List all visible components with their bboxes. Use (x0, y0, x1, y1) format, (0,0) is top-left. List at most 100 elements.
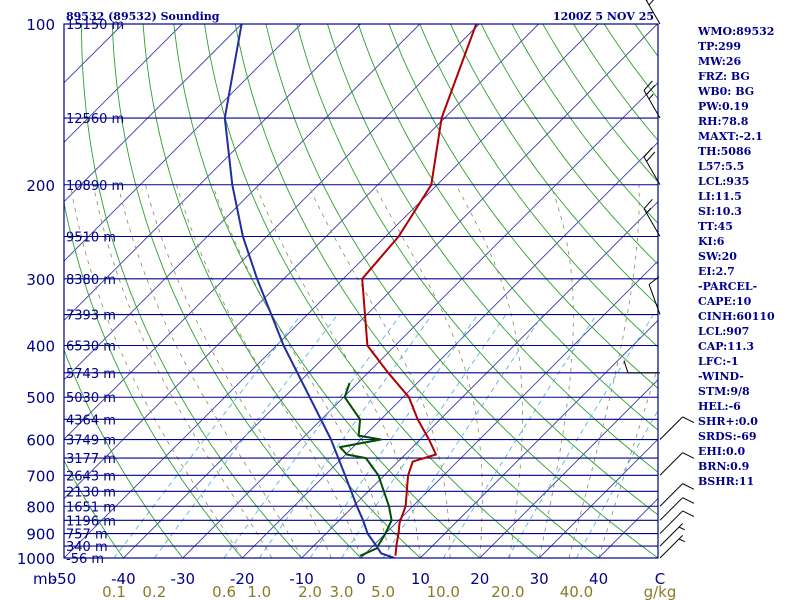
isotherm-line (64, 24, 242, 203)
wind-barb-flag (643, 80, 653, 91)
mixing-ratio-label: 0.1 (102, 583, 126, 600)
mixing-ratio-label: 20.0 (491, 583, 524, 600)
wind-barb-staff (659, 452, 683, 476)
index-item: WB0: BG (698, 85, 755, 98)
mixing-ratio-line (258, 314, 433, 558)
height-label: 8380 m (66, 273, 116, 288)
mixing-ratio-line (309, 314, 479, 558)
index-item: LCL:907 (698, 325, 750, 338)
index-item: SRDS:-69 (698, 430, 757, 443)
wind-barb-staff (659, 523, 683, 547)
height-label: 1196 m (66, 514, 116, 529)
mixing-ratio-label: 5.0 (371, 583, 395, 600)
index-item: LFC:-1 (698, 355, 739, 368)
moist-adiabat-line (176, 184, 362, 558)
height-label: 3177 m (66, 452, 116, 467)
mixing-ratio-label: 2.0 (298, 583, 322, 600)
index-item: L57:5.5 (698, 160, 745, 173)
wind-barb-staff (648, 284, 661, 315)
wind-barb (645, 0, 661, 25)
index-item: PW:0.19 (698, 100, 749, 113)
mixing-ratio-label: 0.2 (142, 583, 166, 600)
height-label: 5030 m (66, 391, 116, 406)
wind-barb (648, 276, 661, 315)
wind-barb-staff (643, 156, 661, 186)
wind-barb-flag (682, 497, 695, 504)
index-item: -WIND- (698, 370, 744, 383)
wind-barb-flag (643, 198, 653, 210)
height-label: 10890 m (66, 179, 124, 194)
moist-adiabat-line (70, 184, 243, 558)
moist-adiabat-line (117, 184, 302, 558)
index-item: CAPE:10 (698, 295, 752, 308)
isotherm-line (64, 24, 480, 440)
index-item: RH:78.8 (698, 115, 749, 128)
mixing-ratio-label: 40.0 (560, 583, 593, 600)
wind-barb-half-flag (648, 93, 654, 100)
mixing-ratio-line (507, 314, 654, 558)
plot-border (63, 23, 659, 559)
height-label: 3749 m (66, 434, 116, 449)
wind-barb (623, 360, 660, 374)
index-item: -PARCEL- (698, 280, 758, 293)
index-item: CINH:60110 (698, 310, 775, 323)
isotherm-line (538, 438, 658, 558)
moist-adiabat-line (373, 184, 483, 558)
chart-frame (63, 23, 659, 559)
index-item: WMO:89532 (698, 25, 775, 38)
height-label: 340 m (66, 540, 108, 555)
wind-barb (659, 483, 695, 507)
station-title: 89532 (89532) Sounding (66, 10, 220, 23)
pressure-tick-label: 200 (26, 177, 55, 195)
index-item: SW:20 (698, 250, 737, 263)
dry-adiabat-line (265, 24, 658, 558)
mixing-ratio-label: 3.0 (330, 583, 354, 600)
wind-barb (659, 510, 695, 534)
mixing-ratio-label: 10.0 (427, 583, 460, 600)
wind-barb (643, 198, 661, 237)
pressure-axis-unit: mb (33, 570, 57, 588)
temperature-profile (361, 24, 478, 556)
isotherm-line (182, 82, 658, 558)
wind-barb-staff (659, 497, 683, 521)
index-item: SHR+:0.0 (698, 415, 758, 428)
wind-barb (659, 452, 695, 476)
mixing-ratio-line (341, 314, 507, 558)
height-label: 1651 m (66, 500, 116, 515)
chart-grid (0, 24, 658, 558)
index-item: FRZ: BG (698, 70, 750, 83)
index-item: TP:299 (698, 40, 742, 53)
wind-barb-flag (682, 483, 695, 490)
isotherm-line (64, 24, 302, 262)
indices-panel: WMO:89532 TP:299 MW:26 FRZ: BG WB0: BG PW:0.1… (698, 24, 798, 489)
temperature-tick-label: 10 (411, 570, 430, 588)
isotherm-line (64, 24, 539, 500)
isotherm-line (0, 24, 4, 558)
height-label: -56 m (66, 552, 104, 567)
wind-barb-staff (643, 90, 661, 119)
isotherm-line (64, 24, 361, 322)
height-label: 9510 m (66, 230, 116, 245)
wind-barbs (623, 0, 695, 559)
pressure-tick-label: 100 (26, 16, 55, 34)
moist-adiabat-line (568, 184, 640, 558)
dry-adiabat-line (111, 24, 362, 558)
wind-barb-flag (648, 276, 660, 285)
temperature-tick-label: -30 (171, 570, 196, 588)
index-item: MAXT:-2.1 (698, 130, 763, 143)
pressure-tick-label: 800 (26, 498, 55, 516)
pressure-tick-label: 500 (26, 389, 55, 407)
mixing-ratio-label: 0.6 (212, 583, 236, 600)
index-item: TT:45 (698, 220, 733, 233)
isotherm-line (360, 260, 658, 558)
height-label: 15150 m (66, 18, 124, 33)
temperature-tick-label: 40 (589, 570, 608, 588)
wind-barb-flag (623, 360, 629, 373)
index-item: HEL:-6 (698, 400, 741, 413)
moist-adiabat-line (455, 184, 523, 558)
mixing-ratio-line (576, 409, 658, 558)
height-label: 4364 m (66, 413, 116, 428)
index-item: LI:11.5 (698, 190, 742, 203)
